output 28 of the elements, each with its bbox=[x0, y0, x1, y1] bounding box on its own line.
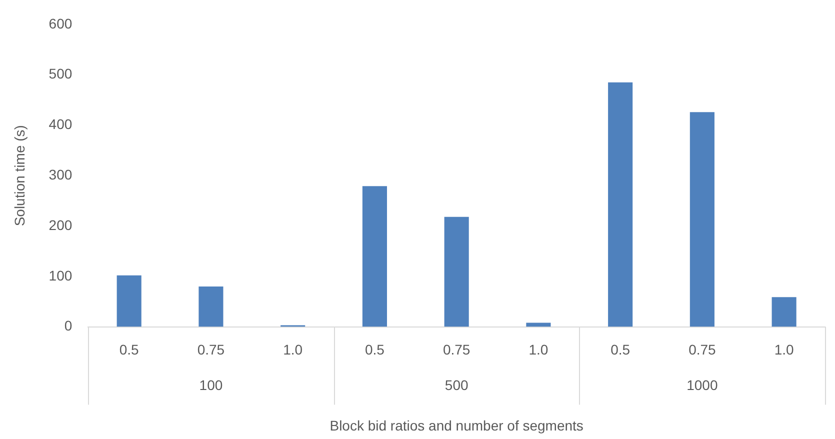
x-axis-title: Block bid ratios and number of segments bbox=[330, 417, 584, 434]
text: 100 bbox=[199, 377, 223, 394]
bar bbox=[116, 275, 142, 327]
x-tick-label: 0.75 bbox=[688, 342, 716, 358]
y-tick-label: 600 bbox=[48, 15, 72, 32]
x-tick-label: 1.0 bbox=[528, 342, 548, 358]
bar bbox=[608, 82, 633, 327]
bar bbox=[444, 216, 469, 327]
x-tick-label: 0.5 bbox=[610, 342, 630, 358]
text: 500 bbox=[444, 377, 468, 394]
y-axis-title: Solution time (s) bbox=[11, 125, 28, 226]
x-tick-label: 0.5 bbox=[119, 342, 140, 358]
y-tick-label: 500 bbox=[48, 66, 72, 82]
y-tick-label: 400 bbox=[48, 116, 72, 132]
bar bbox=[690, 112, 714, 327]
text: 1000 bbox=[686, 377, 718, 394]
y-tick-label: 300 bbox=[48, 166, 72, 182]
x-tick-label: 0.75 bbox=[197, 342, 225, 358]
bar bbox=[198, 286, 224, 327]
bar bbox=[772, 297, 796, 327]
x-tick-label: 0.75 bbox=[442, 342, 470, 358]
y-tick-label: 100 bbox=[48, 267, 72, 284]
x-tick-label: 1.0 bbox=[774, 342, 794, 358]
y-tick-label: 200 bbox=[48, 216, 72, 233]
x-tick-label: 1.0 bbox=[283, 342, 303, 358]
x-tick-label: 0.5 bbox=[364, 342, 385, 358]
y-tick-label: 0 bbox=[64, 318, 72, 334]
bar bbox=[362, 186, 387, 327]
